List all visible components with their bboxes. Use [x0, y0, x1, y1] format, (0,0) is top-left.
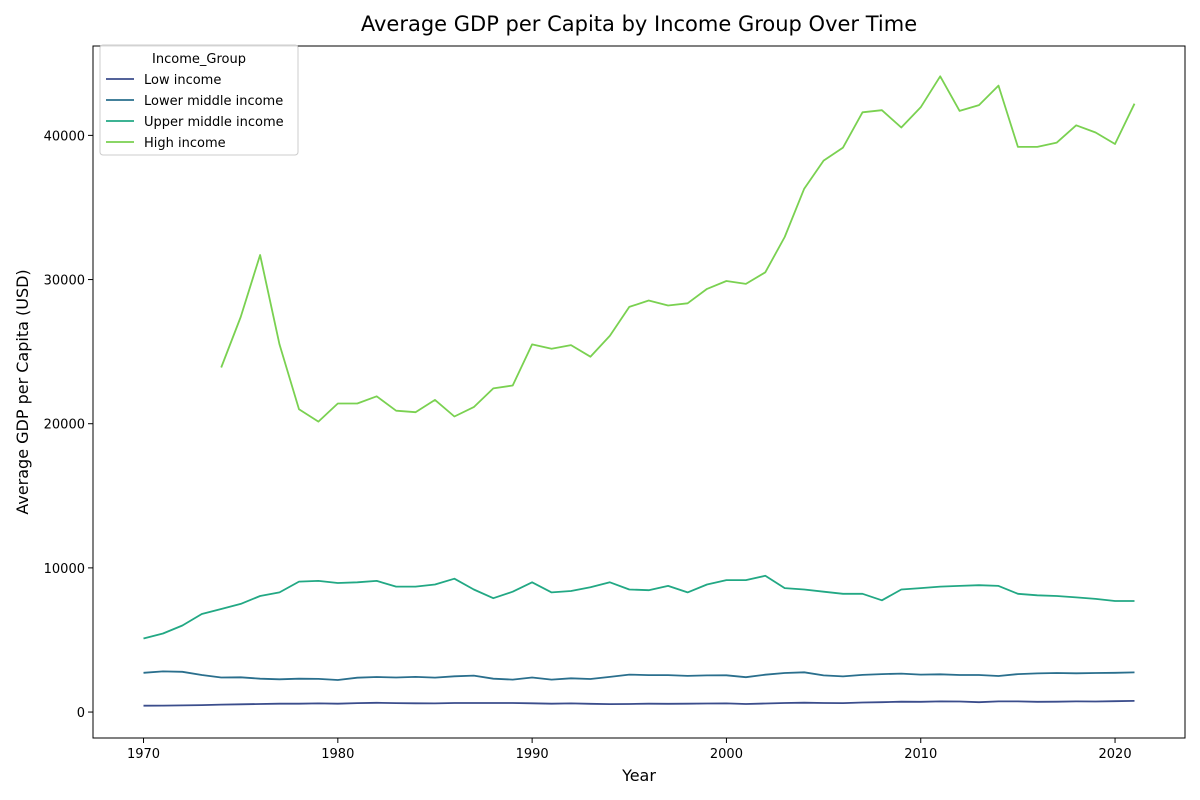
- chart-title: Average GDP per Capita by Income Group O…: [361, 12, 917, 36]
- y-tick-label: 40000: [44, 129, 85, 144]
- series-line-3: [220, 75, 1136, 423]
- y-axis-title: Average GDP per Capita (USD): [13, 269, 32, 514]
- series-line-2: [143, 574, 1135, 640]
- x-axis: 1970 1980 1990 2000 2010 2020: [127, 738, 1132, 762]
- legend: Income_Group Low income Lower middle inco…: [99, 44, 299, 156]
- y-axis: 0 10000 20000 30000 40000: [44, 129, 93, 721]
- x-axis-title: Year: [621, 766, 656, 785]
- plot-area: [92, 45, 1186, 739]
- legend-title: Income_Group: [152, 52, 246, 67]
- legend-items: Low income Lower middle income Upper middl…: [106, 73, 284, 151]
- legend-box: [99, 44, 299, 156]
- legend-label: High income: [144, 136, 226, 151]
- x-tick-label: 1970: [127, 747, 160, 762]
- series-line-0: [143, 700, 1135, 707]
- y-tick-label: 20000: [44, 418, 85, 433]
- y-tick-label: 10000: [44, 562, 85, 577]
- x-tick-label: 1980: [321, 747, 354, 762]
- legend-label: Low income: [144, 73, 221, 88]
- x-tick-label: 1990: [516, 747, 549, 762]
- y-tick-label: 30000: [44, 274, 85, 289]
- series-line-1: [143, 670, 1135, 681]
- x-tick-label: 2020: [1099, 747, 1132, 762]
- y-tick-label: 0: [77, 706, 85, 721]
- x-tick-label: 2000: [710, 747, 743, 762]
- series-layer: [143, 75, 1136, 707]
- x-tick-label: 2010: [904, 747, 937, 762]
- legend-label: Lower middle income: [144, 94, 283, 109]
- legend-label: Upper middle income: [144, 115, 284, 130]
